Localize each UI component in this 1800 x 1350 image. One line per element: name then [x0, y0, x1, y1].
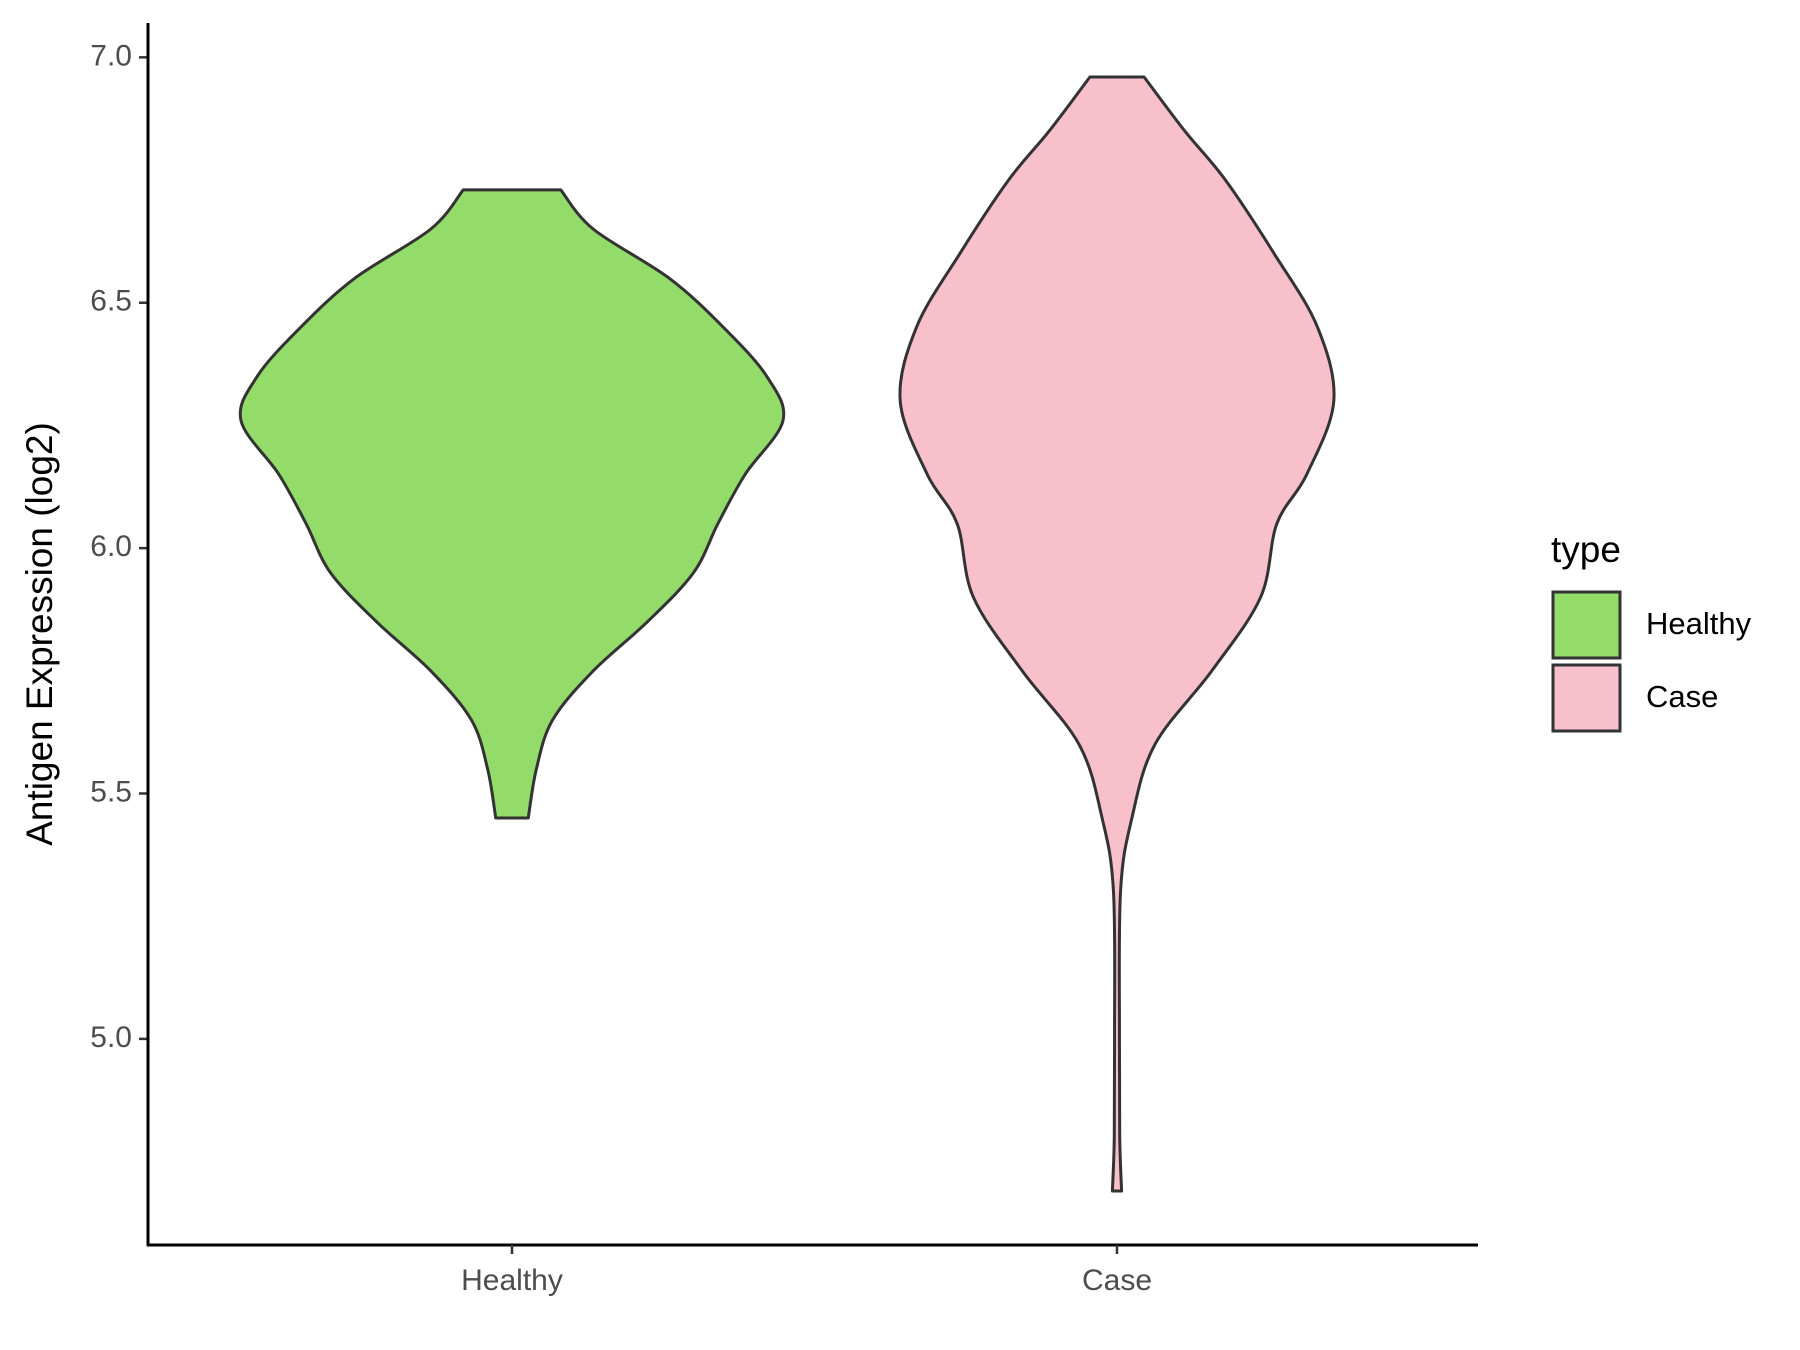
legend-title: type [1551, 529, 1621, 570]
y-tick-label: 6.5 [90, 285, 132, 318]
x-tick-label: Case [1082, 1264, 1152, 1297]
y-tick-label: 7.0 [90, 39, 132, 72]
violin [238, 188, 786, 820]
y-axis-title: Antigen Expression (log2) [19, 422, 60, 846]
violin [898, 75, 1336, 1193]
y-tick-label: 5.5 [90, 775, 132, 808]
legend-label: Case [1646, 679, 1718, 714]
legend-key [1551, 590, 1622, 660]
legend-key [1551, 663, 1622, 733]
y-tick-label: 6.0 [90, 530, 132, 563]
legend-label: Healthy [1646, 606, 1752, 641]
y-tick-label: 5.0 [90, 1021, 132, 1054]
x-tick-label: Healthy [461, 1264, 563, 1297]
